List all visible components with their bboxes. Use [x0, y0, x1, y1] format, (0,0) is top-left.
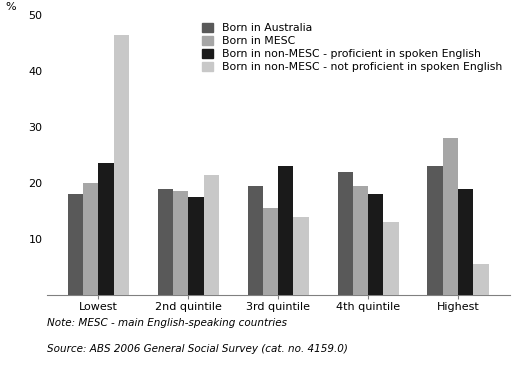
Legend: Born in Australia, Born in MESC, Born in non-MESC - proficient in spoken English: Born in Australia, Born in MESC, Born in… [200, 20, 504, 74]
Bar [83, 183, 98, 295]
Bar [473, 264, 489, 295]
Text: %: % [5, 2, 16, 12]
Bar [114, 35, 129, 295]
Bar [458, 189, 473, 295]
Bar [353, 186, 368, 295]
Bar [188, 197, 204, 295]
Bar [278, 166, 293, 295]
Bar [158, 189, 173, 295]
Bar [248, 186, 263, 295]
Bar [427, 166, 443, 295]
Bar [293, 217, 309, 295]
Bar [68, 194, 83, 295]
Bar [204, 175, 219, 295]
Text: Note: MESC - main English-speaking countries: Note: MESC - main English-speaking count… [47, 318, 287, 327]
Bar [368, 194, 383, 295]
Bar [443, 138, 458, 295]
Text: Source: ABS 2006 General Social Survey (cat. no. 4159.0): Source: ABS 2006 General Social Survey (… [47, 344, 348, 354]
Bar [337, 172, 353, 295]
Bar [383, 222, 399, 295]
Bar [263, 208, 278, 295]
Bar [98, 163, 114, 295]
Bar [173, 191, 188, 295]
